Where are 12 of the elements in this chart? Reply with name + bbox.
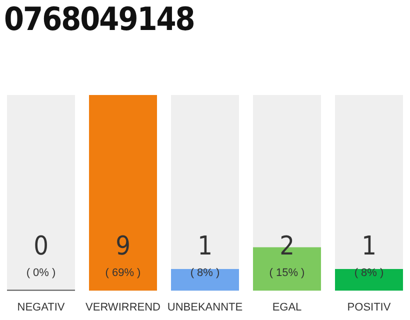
data-label: 9 ( 69% ) (105, 232, 141, 279)
x-tick-label: UNBEKANNTE (167, 301, 243, 314)
data-label: 1 ( 8% ) (354, 232, 384, 279)
data-label: 1 ( 8% ) (190, 232, 220, 279)
data-label: 0 ( 0% ) (26, 232, 56, 279)
bar (171, 269, 239, 291)
chart-title: 0768049148 (4, 0, 194, 38)
x-tick-label: NEGATIV (17, 301, 66, 314)
bar (335, 269, 403, 291)
x-tick-label: EGAL (272, 301, 302, 314)
x-tick-label: VERWIRREND (86, 301, 161, 314)
x-tick-label: POSITIV (347, 301, 392, 314)
